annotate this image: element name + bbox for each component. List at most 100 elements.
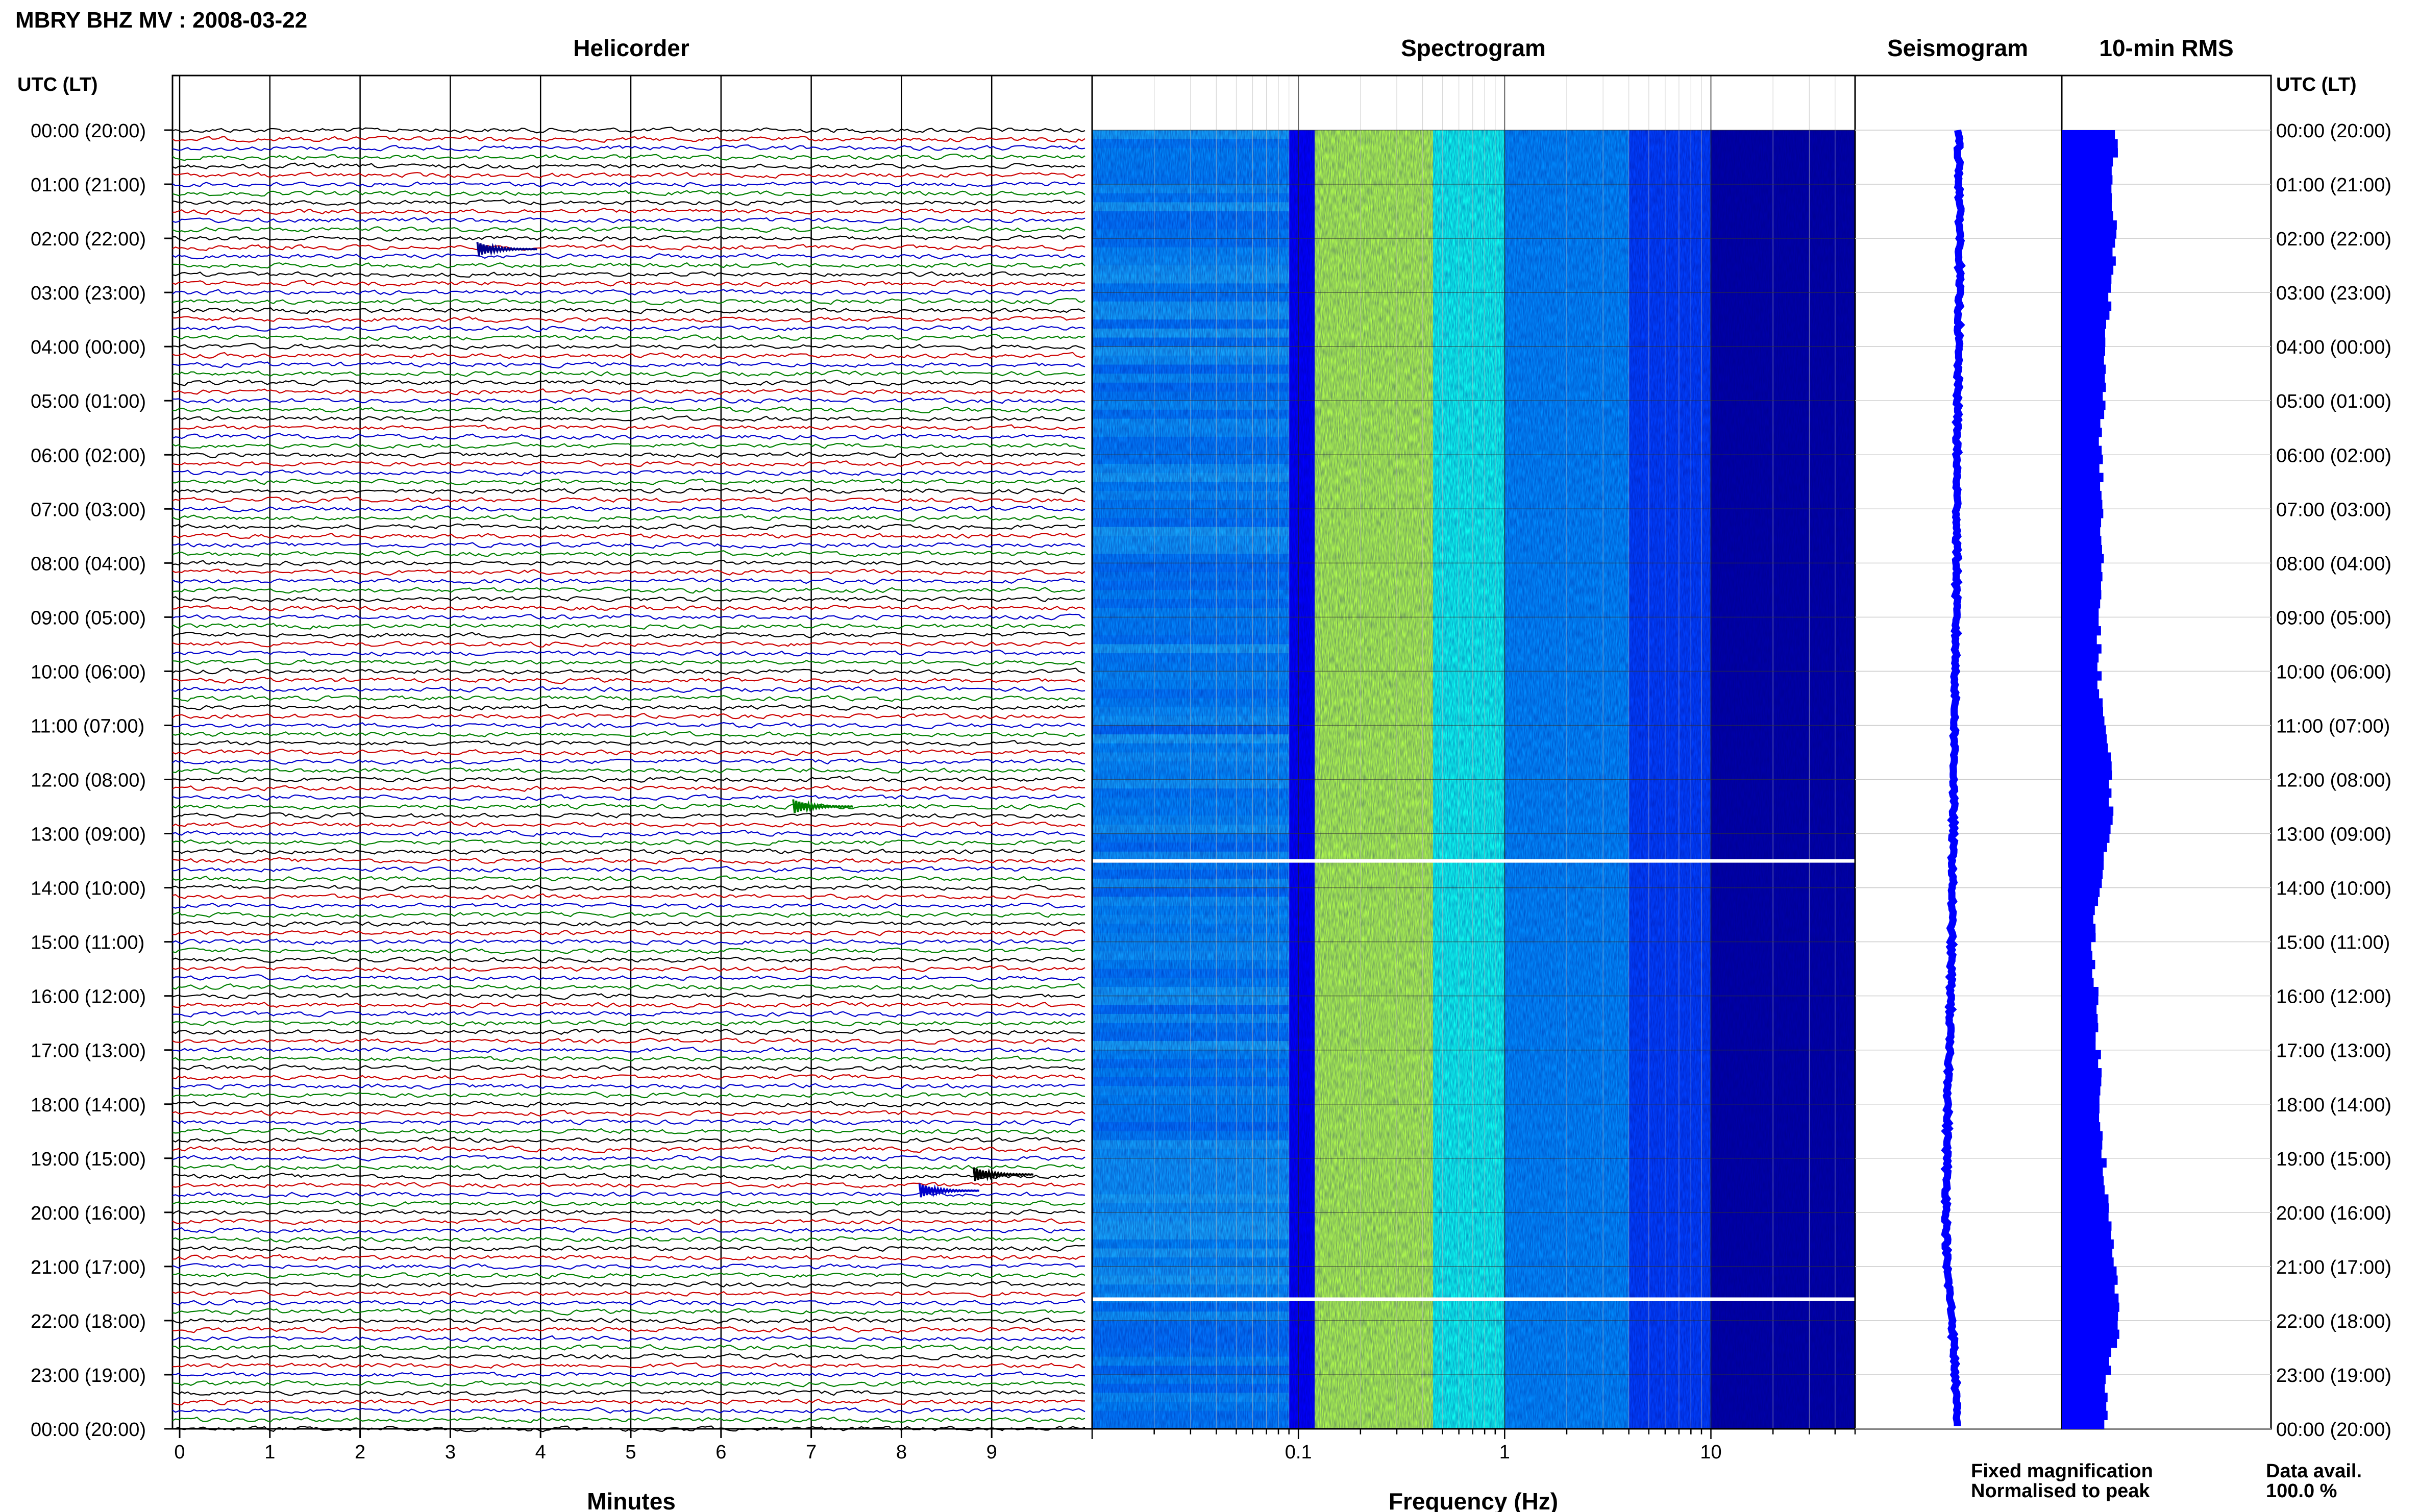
helicorder-trace [172, 695, 1085, 702]
rms-bar [2062, 698, 2103, 708]
helicorder-trace [172, 1290, 1085, 1298]
helicorder-trace [172, 623, 1085, 630]
helicorder-trace [172, 560, 1085, 567]
helicorder-trace [172, 731, 1085, 738]
rms-bar [2062, 148, 2118, 158]
rms-bar [2062, 238, 2115, 248]
helicorder-trace [172, 523, 1085, 531]
rms-bar [2062, 1203, 2109, 1213]
time-label-right: 07:00 (03:00) [2276, 499, 2391, 520]
rms-bar [2062, 1185, 2105, 1195]
helicorder-trace [172, 677, 1085, 684]
right-time-labels: 00:00 (20:00) 01:00 (21:00) 02:00 (22:00) 0… [2266, 120, 2391, 1441]
rms-bar [2062, 1113, 2100, 1123]
rms-bar [2062, 211, 2113, 221]
time-label-right: 13:00 (09:00) [2276, 824, 2391, 846]
helicorder-trace [172, 1064, 1085, 1072]
minute-tick-label: 6 [715, 1442, 726, 1463]
rms-bar [2062, 1356, 2109, 1366]
rms-bar [2062, 463, 2100, 474]
helicorder-trace [172, 1281, 1085, 1288]
spectrogram-data-gap [1092, 1297, 1855, 1301]
rms-bar [2062, 860, 2104, 870]
time-label-left: 23:00 (19:00) [31, 1365, 146, 1386]
helicorder-trace [172, 1326, 1085, 1333]
helicorder-trace [172, 1164, 1085, 1171]
rms-bar [2062, 436, 2099, 447]
rms-bar [2062, 1366, 2111, 1375]
rms-bar [2062, 310, 2110, 320]
time-label-left: 22:00 (18:00) [31, 1311, 146, 1332]
helicorder-trace [172, 902, 1085, 910]
data-avail-label: Data avail. [2266, 1460, 2362, 1482]
helicorder-trace [172, 1020, 1085, 1027]
helicorder-trace [172, 1272, 1085, 1279]
helicorder-trace [172, 217, 1085, 224]
rms-bar [2062, 644, 2102, 654]
rms-bar [2062, 473, 2104, 482]
rms-bar [2062, 301, 2112, 311]
spectrogram-hour-gridlines [1092, 76, 1856, 1429]
rms-bar [2062, 355, 2104, 365]
helicorder-trace [172, 920, 1085, 927]
helicorder-trace [172, 938, 1085, 946]
helicorder-trace [172, 767, 1085, 774]
spectrogram-title: Spectrogram [1401, 35, 1546, 61]
helicorder-trace [172, 171, 1085, 179]
rms-bar [2062, 1311, 2118, 1321]
rms-bar [2062, 382, 2106, 392]
helicorder-trace [172, 397, 1085, 404]
time-label-right: 23:00 (19:00) [2276, 1365, 2391, 1386]
time-label-left: 16:00 (12:00) [31, 986, 146, 1008]
rms-bar [2062, 1077, 2102, 1087]
rms-bar [2062, 283, 2111, 293]
right-time-axis-label: UTC (LT) [2276, 74, 2357, 95]
helicorder-trace [172, 1136, 1085, 1144]
helicorder-trace [172, 1416, 1085, 1423]
helicorder-trace [172, 821, 1085, 828]
rms-bar [2062, 1041, 2096, 1051]
helicorder-trace [172, 722, 1085, 729]
rms-bar [2062, 996, 2099, 1005]
left-time-labels: 00:00 (20:00) 01:00 (21:00) 02:00 (22:00) 0… [31, 120, 172, 1441]
rms-bar [2062, 1104, 2100, 1114]
helicorder-x-axis-label: Minutes [587, 1488, 676, 1512]
rms-bar [2062, 788, 2112, 798]
rms-bar [2062, 1167, 2103, 1177]
time-label-left: 13:00 (09:00) [31, 824, 146, 846]
rms-bar [2062, 1140, 2103, 1150]
time-label-right: 18:00 (14:00) [2276, 1095, 2391, 1116]
helicorder-trace [172, 388, 1085, 395]
helicorder-trace [172, 1047, 1085, 1053]
rms-bar [2062, 319, 2106, 329]
rms-bar [2062, 409, 2105, 419]
helicorder-trace [172, 369, 1085, 378]
helicorder-trace [172, 1218, 1085, 1225]
rms-bar [2062, 1212, 2109, 1222]
helicorder-trace [172, 956, 1085, 963]
helicorder-trace [172, 667, 1085, 675]
time-label-right: 02:00 (22:00) [2276, 229, 2391, 250]
helicorder-trace [172, 1308, 1085, 1316]
helicorder-event [918, 1183, 980, 1198]
rms-bar [2062, 374, 2105, 383]
helicorder-trace [172, 1092, 1085, 1099]
helicorder-trace [172, 1425, 1085, 1432]
rms-bar [2062, 490, 2102, 501]
rms-bar [2062, 653, 2099, 663]
spectrogram-data-gap [1092, 859, 1855, 863]
helicorder-trace [172, 1181, 1085, 1189]
rms-bar [2062, 761, 2112, 771]
time-label-right: 12:00 (08:00) [2276, 770, 2391, 791]
seismogram-title: Seismogram [1887, 35, 2028, 61]
rms-bar [2062, 707, 2103, 717]
rms-bar [2062, 590, 2102, 600]
seismogram-trace [1940, 129, 1966, 1426]
helicorder-trace [172, 253, 1085, 260]
rms-bar [2062, 1302, 2119, 1312]
rms-bar [2062, 391, 2103, 401]
rms-bar [2062, 1095, 2100, 1105]
frequency-tick-label: 0.1 [1285, 1442, 1312, 1463]
helicorder-trace [172, 884, 1085, 891]
